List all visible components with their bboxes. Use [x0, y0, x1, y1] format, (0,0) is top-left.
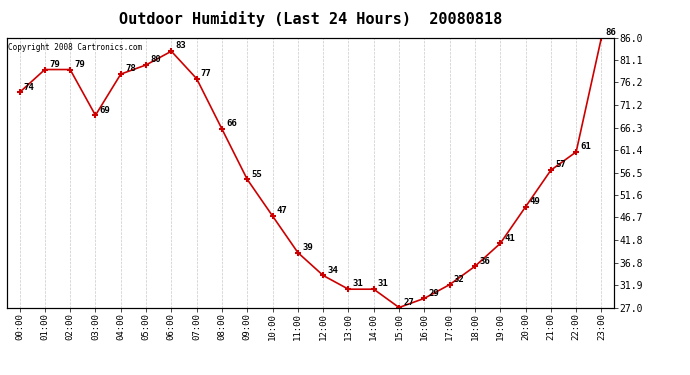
Text: 66: 66	[226, 119, 237, 128]
Text: 29: 29	[428, 289, 440, 298]
Text: 47: 47	[277, 206, 288, 215]
Text: 80: 80	[150, 55, 161, 64]
Text: 39: 39	[302, 243, 313, 252]
Text: 74: 74	[23, 82, 34, 92]
Text: 55: 55	[251, 170, 262, 178]
Text: 83: 83	[175, 42, 186, 51]
Text: Copyright 2008 Cartronics.com: Copyright 2008 Cartronics.com	[8, 43, 142, 52]
Text: Outdoor Humidity (Last 24 Hours)  20080818: Outdoor Humidity (Last 24 Hours) 2008081…	[119, 11, 502, 27]
Text: 32: 32	[454, 275, 464, 284]
Text: 41: 41	[504, 234, 515, 243]
Text: 79: 79	[49, 60, 60, 69]
Text: 86: 86	[606, 28, 616, 37]
Text: 49: 49	[530, 197, 540, 206]
Text: 34: 34	[327, 266, 338, 275]
Text: 31: 31	[378, 279, 388, 288]
Text: 78: 78	[125, 64, 136, 74]
Text: 69: 69	[99, 105, 110, 114]
Text: 57: 57	[555, 160, 566, 170]
Text: 31: 31	[353, 279, 364, 288]
Text: 61: 61	[580, 142, 591, 151]
Text: 77: 77	[201, 69, 212, 78]
Text: 36: 36	[479, 256, 490, 265]
Text: 79: 79	[75, 60, 85, 69]
Text: 27: 27	[403, 298, 414, 307]
